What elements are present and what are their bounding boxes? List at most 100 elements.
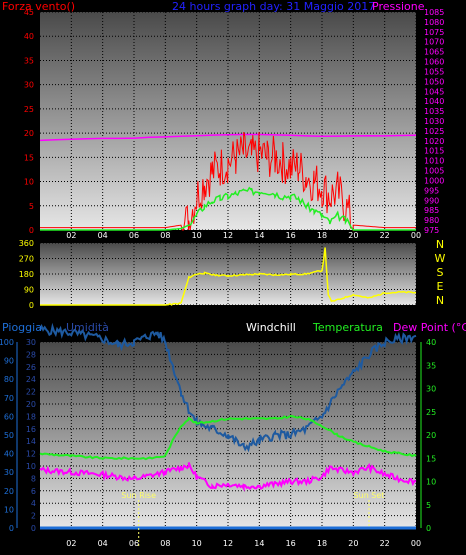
pressure-tick-label: 1065 bbox=[424, 48, 444, 57]
humidity-tick-label: 8 bbox=[31, 474, 36, 483]
humidity-axis-title: Umidità bbox=[66, 321, 109, 334]
pressure-tick-label: 1025 bbox=[424, 127, 444, 136]
chart-title: 24 hours graph day: 31 Maggio 2017 bbox=[172, 0, 375, 13]
pressure-tick-label: 995 bbox=[424, 186, 439, 195]
x-tick-label: 12 bbox=[223, 539, 233, 548]
x-tick-label: 16 bbox=[286, 231, 296, 240]
windchill-legend: Windchill bbox=[246, 321, 296, 334]
dewpoint-legend: Dew Point (°C) bbox=[393, 321, 466, 334]
pressure-tick-label: 1080 bbox=[424, 18, 444, 27]
x-tick-label: 10 bbox=[192, 231, 202, 240]
pressure-tick-label: 1035 bbox=[424, 107, 444, 116]
pressure-tick-label: 1030 bbox=[424, 117, 444, 126]
wind-tick-label: 20 bbox=[24, 129, 34, 138]
wind-tick-label: 15 bbox=[24, 153, 34, 162]
humidity-tick-label: 4 bbox=[31, 499, 36, 508]
pressure-tick-label: 985 bbox=[424, 206, 439, 215]
sunset-label: Sun Set bbox=[354, 491, 385, 500]
pressure-tick-label: 1005 bbox=[424, 167, 444, 176]
pressure-tick-label: 1000 bbox=[424, 176, 444, 185]
temperature-tick-label: 30 bbox=[426, 385, 436, 394]
wind-tick-label: 10 bbox=[24, 178, 34, 187]
compass-label: E bbox=[437, 280, 444, 293]
rain-tick-label: 20 bbox=[4, 487, 14, 496]
panel-rain-humidity-temperature: 0246810121416182022242628300102030405060… bbox=[0, 321, 466, 548]
pressure-tick-label: 1085 bbox=[424, 8, 444, 17]
pressure-tick-label: 1015 bbox=[424, 147, 444, 156]
x-tick-label: 04 bbox=[98, 539, 108, 548]
x-tick-label: 22 bbox=[380, 231, 390, 240]
temperature-tick-label: 15 bbox=[426, 454, 436, 463]
temperature-tick-label: 20 bbox=[426, 431, 436, 440]
temperature-legend: Temperatura bbox=[312, 321, 383, 334]
x-tick-label: 20 bbox=[348, 539, 358, 548]
x-tick-label: 00 bbox=[411, 539, 421, 548]
pressure-tick-label: 1070 bbox=[424, 38, 444, 47]
x-tick-label: 08 bbox=[160, 231, 170, 240]
pressure-tick-label: 990 bbox=[424, 196, 439, 205]
wind-tick-label: 35 bbox=[24, 56, 34, 65]
compass-label: N bbox=[436, 294, 444, 307]
rain-tick-label: 40 bbox=[4, 450, 14, 459]
rain-tick-label: 30 bbox=[4, 468, 14, 477]
x-tick-label: 02 bbox=[66, 231, 76, 240]
humidity-tick-label: 18 bbox=[26, 412, 36, 421]
pressure-tick-label: 980 bbox=[424, 216, 439, 225]
humidity-tick-label: 22 bbox=[26, 388, 36, 397]
humidity-tick-label: 16 bbox=[26, 425, 36, 434]
sunrise-label: Sun Rise bbox=[121, 491, 156, 500]
temperature-line bbox=[39, 414, 417, 461]
pressure-tick-label: 1075 bbox=[424, 28, 444, 37]
temperature-tick-label: 25 bbox=[426, 408, 436, 417]
direction-tick-label: 180 bbox=[19, 270, 34, 279]
x-tick-label: 14 bbox=[254, 539, 264, 548]
humidity-tick-label: 24 bbox=[26, 375, 36, 384]
wind-tick-label: 25 bbox=[24, 105, 34, 114]
rain-tick-label: 90 bbox=[4, 357, 14, 366]
pressure-tick-label: 1045 bbox=[424, 87, 444, 96]
direction-tick-label: 90 bbox=[24, 286, 34, 295]
wind-axis-title: Forza vento() bbox=[2, 0, 75, 13]
direction-tick-label: 360 bbox=[19, 239, 34, 248]
rain-tick-label: 10 bbox=[4, 505, 14, 514]
humidity-tick-label: 12 bbox=[26, 450, 36, 459]
x-tick-label: 02 bbox=[66, 539, 76, 548]
wind-tick-label: 5 bbox=[29, 202, 34, 211]
humidity-tick-label: 10 bbox=[26, 462, 36, 471]
temperature-tick-label: 0 bbox=[426, 524, 431, 533]
humidity-tick-label: 0 bbox=[31, 524, 36, 533]
humidity-tick-label: 30 bbox=[26, 338, 36, 347]
x-tick-label: 10 bbox=[192, 539, 202, 548]
humidity-tick-label: 26 bbox=[26, 363, 36, 372]
compass-label: N bbox=[436, 238, 444, 251]
pressure-axis-title: Pressione bbox=[372, 0, 425, 13]
compass-label: W bbox=[435, 252, 446, 265]
humidity-tick-label: 6 bbox=[31, 487, 36, 496]
rain-tick-label: 80 bbox=[4, 375, 14, 384]
wind-direction-line bbox=[40, 247, 416, 306]
wind-speed-line bbox=[40, 186, 416, 231]
direction-tick-label: 0 bbox=[29, 301, 34, 310]
pressure-tick-label: 1055 bbox=[424, 67, 444, 76]
humidity-tick-label: 2 bbox=[31, 512, 36, 521]
temperature-tick-label: 5 bbox=[426, 501, 431, 510]
humidity-tick-label: 14 bbox=[26, 437, 36, 446]
x-tick-label: 18 bbox=[317, 539, 327, 548]
pressure-tick-label: 1060 bbox=[424, 58, 444, 67]
pressure-tick-label: 1010 bbox=[424, 157, 444, 166]
wind-tick-label: 40 bbox=[24, 32, 34, 41]
humidity-line bbox=[39, 322, 417, 453]
x-tick-label: 06 bbox=[129, 231, 139, 240]
compass-label: S bbox=[437, 266, 444, 279]
x-tick-label: 20 bbox=[348, 231, 358, 240]
x-tick-label: 22 bbox=[380, 539, 390, 548]
x-tick-label: 12 bbox=[223, 231, 233, 240]
panel-wind-pressure: 0510152025303540459759809859909951000100… bbox=[2, 0, 444, 240]
humidity-tick-label: 28 bbox=[26, 350, 36, 359]
dewpoint-line bbox=[39, 462, 417, 492]
rain-tick-label: 60 bbox=[4, 412, 14, 421]
pressure-tick-label: 975 bbox=[424, 226, 439, 235]
temperature-tick-label: 10 bbox=[426, 478, 436, 487]
pressure-line bbox=[39, 133, 417, 142]
